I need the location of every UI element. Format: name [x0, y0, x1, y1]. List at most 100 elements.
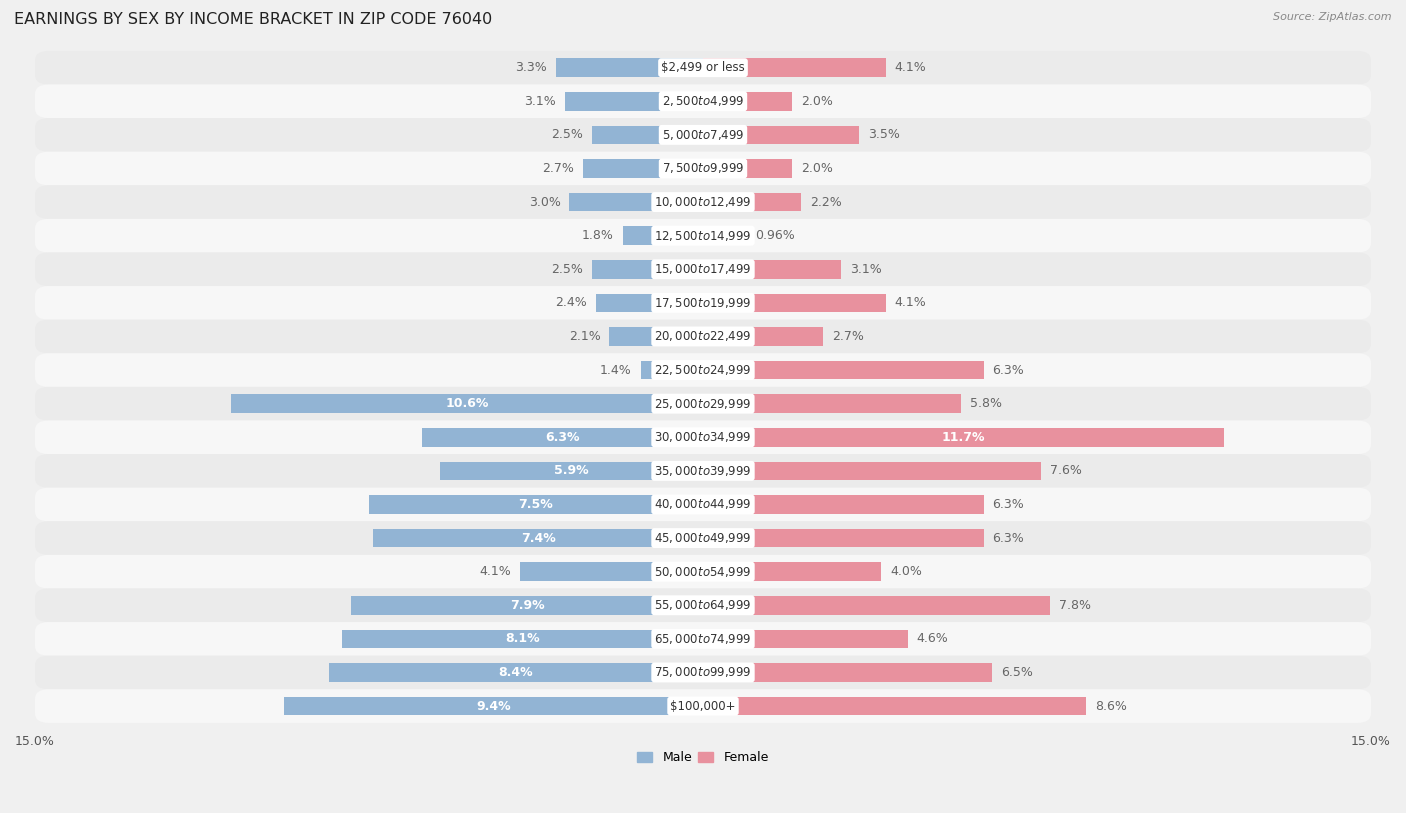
Bar — [329, 663, 703, 682]
Bar — [703, 126, 859, 144]
Bar — [703, 697, 1085, 715]
Text: EARNINGS BY SEX BY INCOME BRACKET IN ZIP CODE 76040: EARNINGS BY SEX BY INCOME BRACKET IN ZIP… — [14, 12, 492, 27]
Text: 3.3%: 3.3% — [516, 61, 547, 74]
Text: $5,000 to $7,499: $5,000 to $7,499 — [662, 128, 744, 142]
Bar — [703, 563, 882, 581]
Text: 2.2%: 2.2% — [810, 196, 842, 209]
Bar — [703, 528, 984, 547]
Bar — [342, 629, 703, 648]
Text: 8.6%: 8.6% — [1095, 699, 1126, 712]
Text: $22,500 to $24,999: $22,500 to $24,999 — [654, 363, 752, 377]
Text: $40,000 to $44,999: $40,000 to $44,999 — [654, 498, 752, 511]
Text: $2,499 or less: $2,499 or less — [661, 61, 745, 74]
FancyBboxPatch shape — [35, 488, 1371, 521]
Bar — [592, 260, 703, 279]
Bar — [623, 227, 703, 245]
Text: $45,000 to $49,999: $45,000 to $49,999 — [654, 531, 752, 545]
Text: 7.5%: 7.5% — [519, 498, 554, 511]
Bar — [596, 293, 703, 312]
Text: $7,500 to $9,999: $7,500 to $9,999 — [662, 162, 744, 176]
FancyBboxPatch shape — [35, 387, 1371, 420]
FancyBboxPatch shape — [35, 286, 1371, 320]
FancyBboxPatch shape — [35, 320, 1371, 354]
Text: 6.5%: 6.5% — [1001, 666, 1033, 679]
Bar — [703, 428, 1225, 446]
Text: $35,000 to $39,999: $35,000 to $39,999 — [654, 464, 752, 478]
Bar — [703, 227, 745, 245]
FancyBboxPatch shape — [35, 554, 1371, 589]
Text: $100,000+: $100,000+ — [671, 699, 735, 712]
Text: $17,500 to $19,999: $17,500 to $19,999 — [654, 296, 752, 310]
Text: 2.1%: 2.1% — [569, 330, 600, 343]
Text: Source: ZipAtlas.com: Source: ZipAtlas.com — [1274, 12, 1392, 22]
Text: 7.8%: 7.8% — [1059, 598, 1091, 611]
Bar — [703, 328, 824, 346]
Text: 7.4%: 7.4% — [520, 532, 555, 545]
Text: 9.4%: 9.4% — [477, 699, 510, 712]
FancyBboxPatch shape — [35, 454, 1371, 488]
FancyBboxPatch shape — [35, 655, 1371, 689]
Text: 2.0%: 2.0% — [801, 162, 832, 175]
Bar — [703, 394, 962, 413]
Text: 2.5%: 2.5% — [551, 128, 582, 141]
Text: 4.0%: 4.0% — [890, 565, 922, 578]
Text: $65,000 to $74,999: $65,000 to $74,999 — [654, 632, 752, 646]
Bar — [703, 293, 886, 312]
Text: $30,000 to $34,999: $30,000 to $34,999 — [654, 430, 752, 444]
Bar — [368, 495, 703, 514]
Text: $15,000 to $17,499: $15,000 to $17,499 — [654, 263, 752, 276]
Bar — [703, 596, 1050, 615]
Text: 1.8%: 1.8% — [582, 229, 614, 242]
Bar — [609, 328, 703, 346]
Bar — [231, 394, 703, 413]
Text: 10.6%: 10.6% — [446, 398, 489, 411]
Bar — [703, 495, 984, 514]
FancyBboxPatch shape — [35, 689, 1371, 723]
FancyBboxPatch shape — [35, 354, 1371, 387]
Text: $2,500 to $4,999: $2,500 to $4,999 — [662, 94, 744, 108]
Bar — [703, 629, 908, 648]
Text: $20,000 to $22,499: $20,000 to $22,499 — [654, 329, 752, 343]
Text: 4.6%: 4.6% — [917, 633, 949, 646]
FancyBboxPatch shape — [35, 185, 1371, 219]
Bar — [422, 428, 703, 446]
Bar — [703, 361, 984, 380]
Bar — [520, 563, 703, 581]
Text: 11.7%: 11.7% — [942, 431, 986, 444]
Text: $10,000 to $12,499: $10,000 to $12,499 — [654, 195, 752, 209]
Bar — [703, 663, 993, 682]
Text: 7.6%: 7.6% — [1050, 464, 1083, 477]
Text: 6.3%: 6.3% — [546, 431, 579, 444]
Text: 5.9%: 5.9% — [554, 464, 589, 477]
Bar — [592, 126, 703, 144]
Bar — [352, 596, 703, 615]
Bar — [374, 528, 703, 547]
Text: $50,000 to $54,999: $50,000 to $54,999 — [654, 565, 752, 579]
Text: 1.4%: 1.4% — [600, 363, 631, 376]
Bar — [555, 59, 703, 77]
Text: 2.7%: 2.7% — [832, 330, 865, 343]
Text: $25,000 to $29,999: $25,000 to $29,999 — [654, 397, 752, 411]
Text: 3.5%: 3.5% — [868, 128, 900, 141]
FancyBboxPatch shape — [35, 589, 1371, 622]
Bar — [582, 159, 703, 178]
Text: 2.0%: 2.0% — [801, 95, 832, 108]
FancyBboxPatch shape — [35, 253, 1371, 286]
Bar — [703, 260, 841, 279]
Bar — [440, 462, 703, 480]
Text: 3.1%: 3.1% — [524, 95, 555, 108]
Text: 0.96%: 0.96% — [755, 229, 794, 242]
Bar — [284, 697, 703, 715]
Text: $75,000 to $99,999: $75,000 to $99,999 — [654, 666, 752, 680]
Text: 2.5%: 2.5% — [551, 263, 582, 276]
Text: 4.1%: 4.1% — [894, 297, 927, 310]
FancyBboxPatch shape — [35, 521, 1371, 554]
FancyBboxPatch shape — [35, 420, 1371, 454]
Text: $55,000 to $64,999: $55,000 to $64,999 — [654, 598, 752, 612]
FancyBboxPatch shape — [35, 622, 1371, 655]
FancyBboxPatch shape — [35, 152, 1371, 185]
Bar — [703, 159, 792, 178]
Text: 6.3%: 6.3% — [993, 532, 1024, 545]
Bar — [703, 59, 886, 77]
Text: 6.3%: 6.3% — [993, 498, 1024, 511]
